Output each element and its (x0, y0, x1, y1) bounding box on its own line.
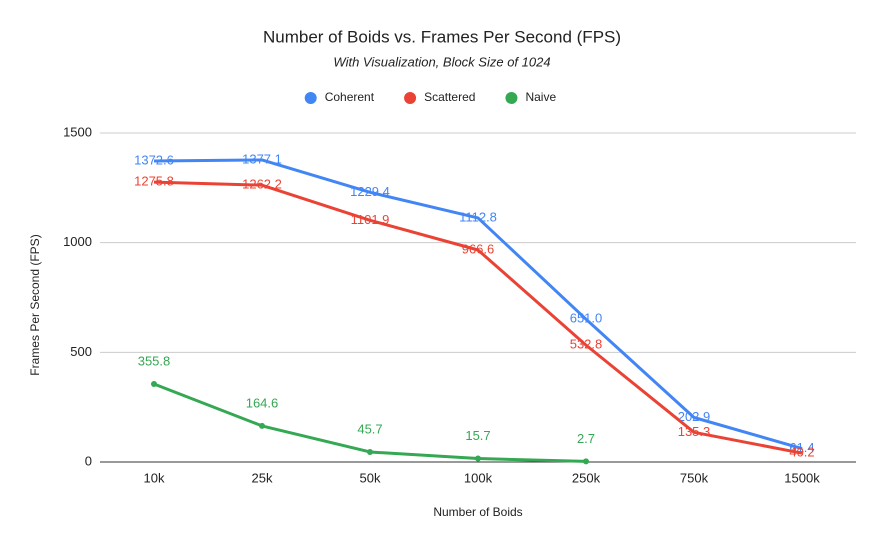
series-line (153, 180, 803, 455)
x-axis-label: Number of Boids (433, 505, 522, 519)
legend-marker (304, 92, 317, 104)
data-label: 45.7 (357, 421, 382, 436)
data-label: 1377.1 (242, 151, 282, 166)
legend-label: Coherent (325, 90, 375, 104)
data-label: 164.6 (246, 395, 279, 410)
y-tick-label: 1500 (63, 124, 92, 139)
data-label: 1372.6 (134, 152, 174, 167)
x-tick-label: 1500k (784, 470, 820, 485)
legend-label: Scattered (424, 90, 475, 104)
chart-title: Number of Boids vs. Frames Per Second (F… (263, 27, 621, 46)
y-axis-label: Frames Per Second (FPS) (28, 234, 42, 375)
data-label: 651.0 (570, 311, 603, 326)
legend-marker (404, 92, 417, 104)
x-tick-label: 100k (464, 470, 493, 485)
legend-label: Naive (525, 90, 556, 104)
x-tick-label: 50k (360, 470, 381, 485)
data-label: 1275.8 (134, 174, 174, 189)
y-tick-label: 1000 (63, 234, 92, 249)
x-tick-label: 25k (252, 470, 273, 485)
data-label: 1229.4 (350, 184, 390, 199)
data-label: 135.3 (678, 424, 711, 439)
x-tick-label: 750k (680, 470, 709, 485)
data-label: 15.7 (465, 428, 490, 443)
data-point (259, 422, 265, 429)
data-label: 1112.8 (459, 209, 497, 224)
data-point (475, 455, 481, 462)
data-label: 202.9 (678, 409, 711, 424)
data-point (151, 380, 157, 387)
data-label: 1101.9 (351, 212, 390, 227)
data-label: 2.7 (577, 431, 595, 446)
chart-subtitle: With Visualization, Block Size of 1024 (333, 54, 550, 69)
data-label: 355.8 (138, 353, 171, 368)
data-label: 1262.2 (242, 177, 282, 192)
data-point (583, 458, 589, 465)
y-tick-label: 0 (85, 453, 92, 468)
data-label: 40.2 (789, 445, 814, 460)
data-label: 532.8 (570, 337, 603, 352)
series-line (153, 158, 803, 450)
y-tick-label: 500 (70, 344, 92, 359)
data-label: 966.6 (462, 241, 495, 256)
x-tick-label: 250k (572, 470, 601, 485)
data-point (367, 448, 373, 455)
x-tick-label: 10k (144, 470, 165, 485)
legend-marker (505, 92, 518, 104)
